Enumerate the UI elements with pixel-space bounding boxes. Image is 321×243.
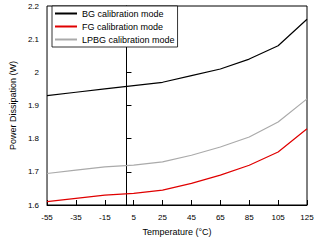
svg-text:45: 45 [187,213,196,222]
svg-text:BG calibration mode: BG calibration mode [82,9,164,19]
svg-text:2.1: 2.1 [28,35,40,44]
svg-text:85: 85 [245,213,254,222]
svg-text:-15: -15 [99,213,111,222]
svg-text:125: 125 [300,213,314,222]
svg-text:1.8: 1.8 [28,134,40,143]
svg-text:25: 25 [158,213,167,222]
svg-text:65: 65 [216,213,225,222]
svg-text:105: 105 [271,213,285,222]
svg-text:Temperature (°C): Temperature (°C) [142,227,211,237]
svg-text:1.7: 1.7 [28,167,40,176]
svg-text:5: 5 [131,213,136,222]
svg-text:-35: -35 [70,213,82,222]
svg-text:2: 2 [35,68,40,77]
svg-text:FG calibration mode: FG calibration mode [82,22,163,32]
svg-text:1.6: 1.6 [28,201,40,210]
svg-text:LPBG calibration mode: LPBG calibration mode [82,35,175,45]
svg-text:1.9: 1.9 [28,101,40,110]
svg-text:2.2: 2.2 [28,2,40,11]
svg-text:-55: -55 [41,213,53,222]
svg-text:Power Dissipation (W): Power Dissipation (W) [8,61,18,150]
